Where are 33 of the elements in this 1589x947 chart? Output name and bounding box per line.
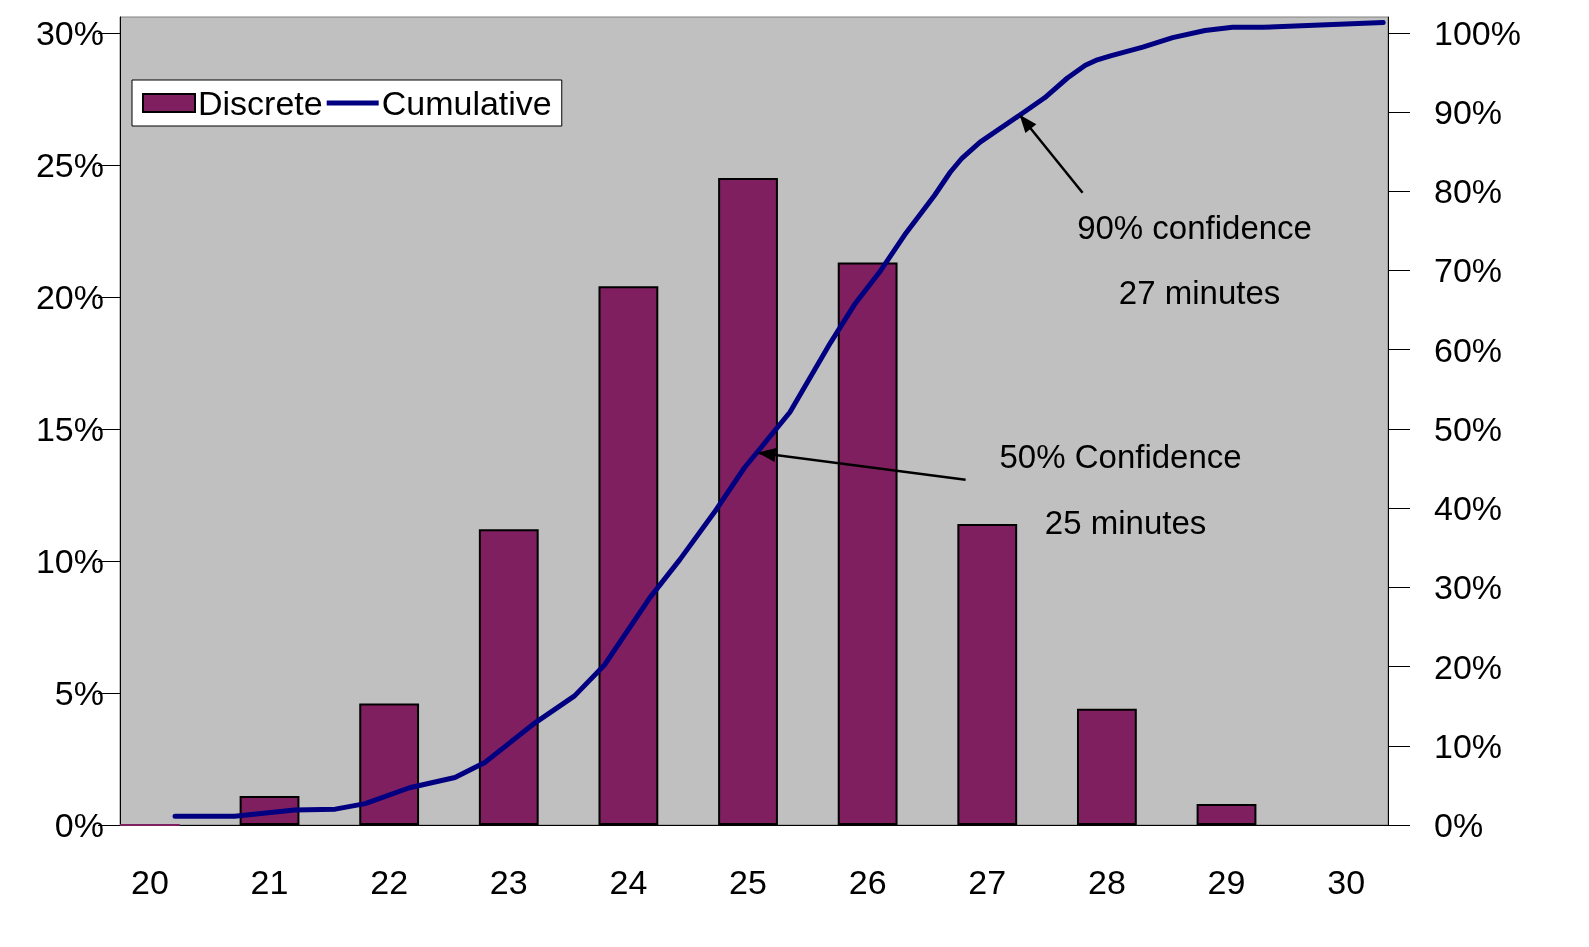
y-tick-label: 20%: [35, 277, 104, 316]
y-tick-label: 10%: [35, 541, 104, 580]
legend-label: Discrete: [198, 84, 323, 122]
y2-tick-label: 90%: [1434, 93, 1503, 132]
x-tick-label: 30: [1327, 863, 1366, 901]
y2-tick-label: 60%: [1434, 330, 1503, 369]
y2-tick-label: 10%: [1434, 726, 1503, 765]
x-tick-label: 26: [848, 863, 887, 901]
x-tick-label: 28: [1087, 863, 1126, 901]
y2-tick-label: 20%: [1434, 647, 1503, 686]
y2-tick-label: 70%: [1434, 251, 1503, 290]
y2-tick-label: 0%: [1434, 806, 1484, 844]
x-tick-label: 21: [250, 863, 289, 901]
annotation: 50% Confidence 25 minutes: [999, 438, 1242, 542]
x-tick-label: 20: [130, 863, 169, 901]
y-tick-label: 5%: [54, 673, 104, 712]
legend-label: Cumulative: [381, 84, 552, 122]
y-tick-label: 25%: [35, 145, 104, 184]
y2-tick-label: 50%: [1434, 409, 1503, 448]
x-tick-label: 27: [968, 863, 1007, 901]
y2-tick-label: 100%: [1434, 13, 1521, 52]
y-tick-label: 0%: [54, 806, 104, 844]
y2-tick-label: 80%: [1434, 172, 1503, 211]
y2-tick-label: 40%: [1434, 489, 1503, 528]
y-tick-label: 30%: [35, 13, 104, 52]
x-tick-label: 23: [489, 863, 528, 901]
x-tick-label: 22: [370, 863, 409, 901]
y-tick-label: 15%: [35, 409, 104, 448]
annotation: 90% confidence 27 minutes: [1077, 209, 1312, 312]
x-tick-label: 29: [1207, 863, 1246, 901]
y2-tick-label: 30%: [1434, 568, 1503, 607]
x-tick-label: 25: [729, 863, 767, 901]
x-tick-label: 24: [609, 863, 648, 901]
